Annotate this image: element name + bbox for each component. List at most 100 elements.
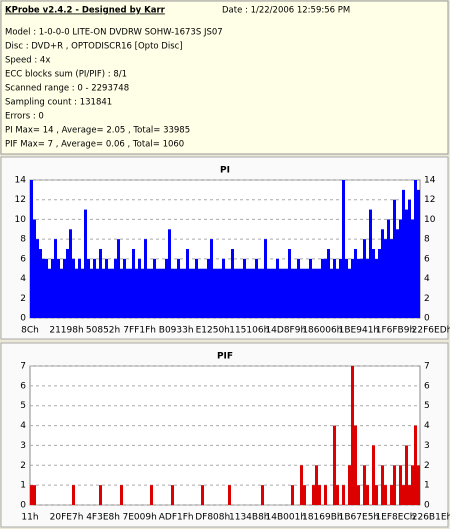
plot-area [29,365,421,506]
x-tick-label: B0933h [159,326,194,336]
y2-tick-label: 14 [424,176,436,186]
bar [366,485,369,505]
bar [213,268,216,318]
bar [117,239,120,318]
x-tick-label: 1B67E5h [339,513,379,523]
bar [312,485,315,505]
bar [159,268,162,318]
bar [318,268,321,318]
info-line: ECC blocks sum (PI/PIF) : 8/1 [5,70,127,80]
x-tick-label: 14B001h [266,513,307,523]
bar [339,258,342,318]
bar [156,268,159,318]
bar [201,485,204,505]
bar [99,485,102,505]
y-tick-label: 0 [20,314,26,324]
chart-title: PIF [217,352,233,362]
bar [147,268,150,318]
bar [63,258,66,318]
bar [366,258,369,318]
bar [135,268,138,318]
bar [354,249,357,318]
x-tick-label: 1F6FB9h [376,326,415,336]
bar [96,268,99,318]
bar [150,485,153,505]
bar [171,485,174,505]
bar [384,485,387,505]
bar [396,229,399,318]
x-tick-label: E1250h [196,326,230,336]
bar [174,268,177,318]
bar [300,268,303,318]
bar [228,485,231,505]
bar [81,268,84,318]
bar [336,268,339,318]
bar [99,249,102,318]
bar [45,258,48,318]
bar [240,268,243,318]
bar [300,465,303,505]
y2-tick-label: 12 [424,195,435,205]
bar [357,485,360,505]
bar [192,268,195,318]
bar [402,189,405,318]
bar [375,258,378,318]
x-tick-label: 1BE941h [339,326,379,336]
bar [258,268,261,318]
bar [297,258,300,318]
bar [264,239,267,318]
bar [417,189,420,318]
bar [162,268,165,318]
bar [255,258,258,318]
bar [168,229,171,318]
bar [165,258,168,318]
bar [348,465,351,505]
bar [303,268,306,318]
bar [360,258,363,318]
x-tick-label: DF808h [195,513,230,523]
bar [129,268,132,318]
y-tick-label: 6 [20,381,26,391]
bar [303,485,306,505]
y-tick-label: 3 [20,441,26,451]
bar [372,249,375,318]
y-tick-label: 5 [20,401,26,411]
bar [381,229,384,318]
bar [108,268,111,318]
bar [276,258,279,318]
bar [33,219,36,318]
y2-tick-label: 4 [424,421,430,431]
bar [30,485,33,505]
bar [375,485,378,505]
y2-tick-label: 10 [424,215,436,225]
bar [60,268,63,318]
x-tick-label: 20FE7h [50,513,84,523]
bar [78,258,81,318]
bar [39,249,42,318]
bar [324,485,327,505]
bar [417,465,420,505]
bar [87,258,90,318]
bar [294,268,297,318]
y-tick-label: 6 [20,254,26,264]
x-tick-label: 22F6EDh [412,326,450,336]
bar [90,268,93,318]
y2-tick-label: 3 [424,441,430,451]
bar [333,258,336,318]
bar [285,268,288,318]
bar [234,268,237,318]
bar [51,258,54,318]
y2-tick-label: 2 [424,461,430,471]
y2-tick-label: 2 [424,294,430,304]
bar [57,258,60,318]
bar [411,219,414,318]
bar [66,249,69,318]
app-title: KProbe v2.4.2 - Designed by Karr [5,6,166,16]
bar [384,239,387,318]
y-tick-label: 0 [20,501,26,511]
x-tick-label: 7FF1Fh [123,326,156,336]
bar [324,258,327,318]
scan-date: Date : 1/22/2006 12:59:56 PM [222,6,350,16]
bar [138,258,141,318]
